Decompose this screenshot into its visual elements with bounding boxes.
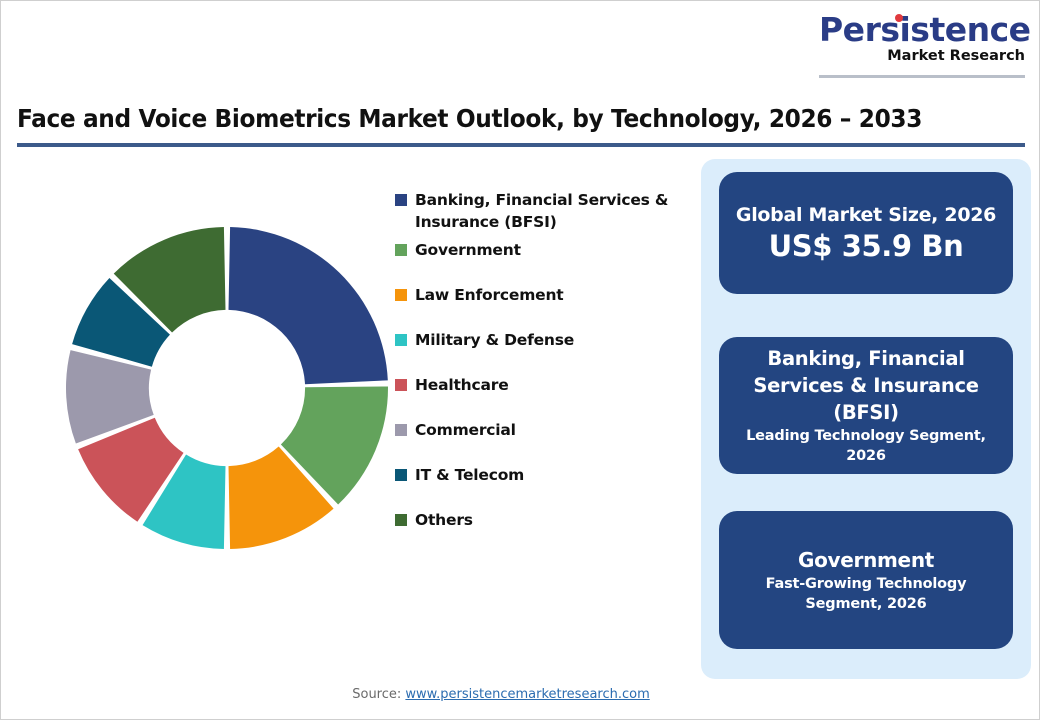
brand-name: Persistence — [819, 13, 1031, 47]
donut-slice — [72, 278, 170, 367]
card-global-market-size: Global Market Size, 2026 US$ 35.9 Bn — [719, 172, 1013, 294]
donut-slice — [113, 227, 226, 333]
donut-slice — [280, 386, 388, 505]
donut-chart — [41, 191, 421, 591]
logo-divider — [819, 75, 1025, 78]
logo-dot-icon — [895, 14, 903, 22]
legend-swatch-icon — [395, 194, 407, 206]
fast-growing-segment-title: Government — [797, 548, 935, 572]
legend-swatch-icon — [395, 514, 407, 526]
legend-item[interactable]: Law Enforcement — [395, 284, 695, 306]
legend-swatch-icon — [395, 379, 407, 391]
legend-item-label: Banking, Financial Services & Insurance … — [415, 191, 669, 231]
legend-item[interactable]: Government — [395, 239, 695, 261]
donut-slice — [142, 454, 226, 549]
legend-item[interactable]: Military & Defense — [395, 329, 695, 351]
card-fast-growing-segment: Government Fast-Growing Technology Segme… — [719, 511, 1013, 649]
page-title: Face and Voice Biometrics Market Outlook… — [17, 104, 923, 133]
source-label: Source: — [352, 687, 406, 702]
legend-swatch-icon — [395, 289, 407, 301]
card-leading-segment: Banking, Financial Services & Insurance … — [719, 337, 1013, 474]
legend-item[interactable]: Commercial — [395, 419, 695, 441]
brand-name-text: Persistence — [819, 10, 1031, 49]
brand-logo: Persistence Market Research — [819, 13, 1031, 78]
legend-swatch-icon — [395, 424, 407, 436]
donut-chart-svg — [65, 227, 388, 549]
legend-item[interactable]: Healthcare — [395, 374, 695, 396]
title-container: Face and Voice Biometrics Market Outlook… — [17, 104, 1025, 134]
legend-swatch-icon — [395, 469, 407, 481]
leading-segment-title: Banking, Financial Services & Insurance … — [753, 347, 979, 424]
legend-swatch-icon — [395, 334, 407, 346]
legend-item-label: Government — [415, 241, 521, 259]
legend-item-label: Others — [415, 511, 473, 529]
legend-item-label: Commercial — [415, 421, 516, 439]
donut-slice — [78, 417, 184, 522]
highlights-panel: Global Market Size, 2026 US$ 35.9 Bn Ban… — [701, 159, 1031, 679]
donut-slice-group — [65, 227, 388, 549]
donut-slice — [228, 227, 388, 385]
leading-segment-subtitle: Leading Technology Segment, 2026 — [746, 428, 986, 464]
legend-item-label: Military & Defense — [415, 331, 575, 349]
donut-slice — [228, 446, 334, 549]
legend-swatch-icon — [395, 244, 407, 256]
donut-slice — [65, 350, 154, 444]
legend-item[interactable]: IT & Telecom — [395, 464, 695, 486]
title-divider — [17, 143, 1025, 147]
source-line: Source: www.persistencemarketresearch.co… — [1, 687, 1001, 702]
legend-item-label: Healthcare — [415, 376, 509, 394]
market-size-value: US$ 35.9 Bn — [768, 229, 964, 263]
legend-item-label: IT & Telecom — [415, 466, 525, 484]
fast-growing-segment-subtitle: Fast-Growing Technology Segment, 2026 — [765, 576, 967, 612]
legend-item[interactable]: Banking, Financial Services & Insurance … — [395, 189, 695, 233]
source-link[interactable]: www.persistencemarketresearch.com — [405, 687, 650, 702]
chart-legend: Banking, Financial Services & Insurance … — [395, 189, 695, 554]
brand-tagline: Market Research — [887, 48, 1025, 64]
legend-item-label: Law Enforcement — [415, 286, 564, 304]
legend-item[interactable]: Others — [395, 509, 695, 531]
market-size-label: Global Market Size, 2026 — [735, 204, 997, 226]
